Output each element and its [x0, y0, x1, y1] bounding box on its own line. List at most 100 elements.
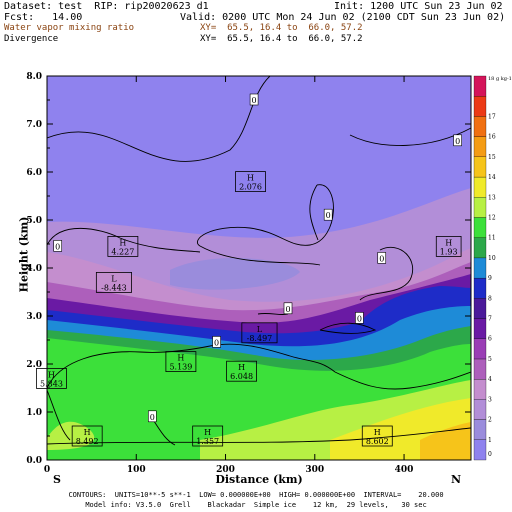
- extremum-type: H: [177, 354, 184, 363]
- extremum-value: 6.048: [230, 372, 253, 381]
- x-end-label-end: N: [451, 473, 461, 486]
- extremum-value: 2.076: [239, 183, 262, 192]
- extremum-value: 4.227: [111, 247, 134, 256]
- x-tick-label: 200: [216, 465, 235, 475]
- extremum-type: H: [48, 370, 55, 379]
- extremum-value: 8.602: [366, 437, 389, 446]
- contour-label: 0: [252, 96, 257, 105]
- colorbar-label: 6: [488, 336, 492, 343]
- extremum-box: [241, 322, 278, 344]
- contour-label: 0: [379, 254, 384, 263]
- extremum-type: L: [257, 325, 263, 334]
- colorbar-label: 5: [488, 356, 492, 363]
- colorbar-swatch: [473, 298, 487, 319]
- colorbar-label: 15: [488, 154, 496, 161]
- extremum-box: [192, 425, 224, 447]
- contour-label: 0: [55, 242, 60, 251]
- contour-label-box: [283, 302, 293, 315]
- contour-label-box: [453, 134, 462, 147]
- y-tick-label: 2.0: [26, 360, 42, 370]
- extremum-type: H: [119, 238, 126, 247]
- extremum-box: [361, 425, 393, 447]
- extremum-type: L: [111, 274, 117, 283]
- colorbar-label: 9: [488, 275, 492, 282]
- field2-xy: XY= 65.5, 16.4 to 66.0, 57.2: [200, 34, 363, 44]
- extremum-box: [435, 235, 462, 257]
- contour-label-box: [148, 410, 157, 423]
- extremum-box: [36, 367, 67, 389]
- extremum-value: 1.357: [196, 437, 219, 446]
- extremum-box: [235, 171, 266, 193]
- colorbar-label: 13: [488, 194, 496, 201]
- extremum-box: [107, 235, 139, 257]
- colorbar-label: 14: [488, 174, 496, 181]
- dataset-label: Dataset: test RIP: rip20020623 d1: [4, 1, 209, 12]
- colorbar-label: 16: [488, 134, 496, 141]
- contour-label: 0: [455, 137, 460, 146]
- field1-label: Water vapor mixing ratio: [4, 23, 135, 33]
- colorbar-swatch: [473, 399, 487, 420]
- colorbar-swatch: [473, 439, 487, 461]
- x-tick-label: 0: [44, 465, 50, 475]
- colorbar-swatch: [473, 358, 487, 380]
- colorbar-swatch: [473, 257, 487, 279]
- extremum-box: [226, 360, 257, 382]
- y-tick-label: 6.0: [26, 168, 42, 178]
- extremum-box: [71, 425, 103, 447]
- x-axis-label: Distance (km): [215, 473, 302, 486]
- x-tick-label: 300: [305, 465, 324, 475]
- extremum-box: [165, 351, 197, 373]
- colorbar-swatch: [473, 318, 487, 339]
- colorbar-swatch: [473, 419, 487, 440]
- y-tick-label: 4.0: [26, 264, 42, 274]
- extremum-type: H: [247, 174, 254, 183]
- colorbar-label: 10: [488, 255, 496, 262]
- colorbar-swatch: [473, 176, 487, 198]
- colorbar-label: 12: [488, 214, 496, 221]
- contour-label-box: [355, 312, 364, 324]
- contour-label: 0: [214, 338, 219, 347]
- contour-label-box: [53, 240, 63, 252]
- contour-label: 0: [357, 314, 362, 323]
- colorbar-label: 0: [488, 451, 492, 458]
- field1-xy: XY= 65.5, 16.4 to 66.0, 57.2: [200, 23, 363, 33]
- footer-contours: CONTOURS: UNITS=10**-5 s**-1 LOW= 0.0000…: [68, 491, 444, 499]
- y-tick-label: 1.0: [26, 408, 42, 418]
- colorbar-label: 8: [488, 295, 492, 302]
- contour-label-box: [323, 208, 333, 221]
- contour-label: 0: [326, 211, 331, 220]
- colorbar-swatch: [473, 75, 487, 97]
- extremum-box: [95, 271, 132, 293]
- x-end-label-start: S: [53, 473, 61, 486]
- x-tick-label: 100: [127, 465, 146, 475]
- contour-label-box: [249, 93, 259, 106]
- colorbar-swatch: [473, 237, 487, 259]
- contour-label: 0: [150, 413, 155, 422]
- extremum-value: 1.93: [440, 247, 458, 256]
- colorbar-swatch: [473, 217, 487, 238]
- colorbar-swatch: [473, 96, 487, 117]
- colorbar-label: 3: [488, 396, 492, 403]
- extremum-value: -8.443: [101, 283, 127, 292]
- extremum-value: -8.497: [247, 334, 273, 343]
- y-tick-label: 8.0: [26, 72, 42, 82]
- y-tick-label: 3.0: [26, 312, 42, 322]
- field2-label: Divergence: [4, 34, 59, 44]
- extremum-type: H: [374, 428, 381, 437]
- divergence-contours: [47, 76, 471, 446]
- colorbar-swatch: [473, 338, 487, 360]
- colorbar-label: 17: [488, 113, 496, 120]
- footer-model-info: Model info: V3.5.0 Grell Blackadar Simpl…: [85, 501, 427, 509]
- colorbar-label: 2: [488, 417, 492, 424]
- colorbar-swatch: [473, 379, 487, 400]
- colorbar-swatch: [473, 136, 487, 157]
- forecast-label: Fcst: 14.00: [4, 12, 83, 23]
- colorbar-unit: 18 g kg-1: [488, 76, 512, 82]
- extremum-value: 5.843: [40, 379, 63, 388]
- colorbar-label: 1: [488, 437, 492, 444]
- extremum-type: H: [84, 428, 91, 437]
- mixing-ratio-field: [47, 76, 471, 460]
- colorbar-label: 11: [488, 235, 496, 242]
- colorbar-label: 4: [488, 376, 492, 383]
